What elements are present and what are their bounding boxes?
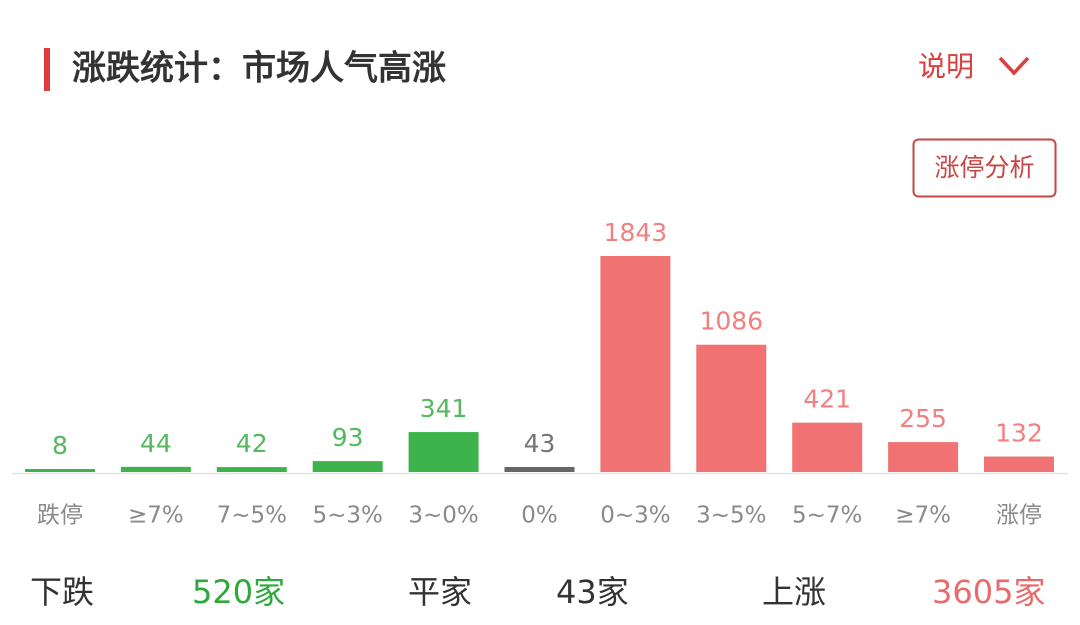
button-border[interactable] [912, 138, 1057, 198]
bar [600, 256, 671, 472]
bar [312, 461, 383, 472]
category-label: ≥7% [895, 503, 951, 529]
title-accent [44, 48, 50, 91]
summary-label: 上涨 [762, 573, 826, 611]
summary-count: 3605家 [932, 573, 1045, 611]
category-label: 3~0% [408, 503, 478, 529]
bar [120, 466, 191, 472]
summary-label: 下跌 [30, 573, 94, 611]
bar [696, 344, 767, 472]
category-label: 0~3% [600, 503, 670, 529]
bar [792, 422, 863, 472]
bar [888, 442, 959, 472]
value-label: 132 [995, 419, 1043, 448]
button-label[interactable]: 涨停分析 [934, 153, 1034, 182]
value-label: 1086 [699, 307, 763, 336]
value-label: 8 [52, 431, 68, 460]
bar [216, 467, 287, 472]
bar [504, 466, 575, 472]
category-label: 5~7% [792, 503, 862, 529]
chevron-icon[interactable] [998, 56, 1030, 76]
category-label: 3~5% [696, 503, 766, 529]
category-label: 跌停 [37, 503, 83, 529]
value-label: 43 [524, 429, 556, 458]
value-label: 1843 [604, 218, 668, 247]
value-label: 341 [420, 394, 468, 423]
category-label: 5~3% [312, 503, 382, 529]
explain-label[interactable]: 说明 [918, 50, 974, 83]
bar [984, 456, 1054, 472]
value-label: 42 [236, 429, 268, 458]
limit-up-button[interactable]: 涨停分析 [912, 138, 1057, 198]
bar [25, 469, 95, 472]
value-label: 255 [899, 404, 947, 433]
title: 涨跌统计：市场人气高涨 [72, 49, 446, 89]
summary-label: 平家 [408, 573, 472, 611]
category-label: ≥7% [128, 503, 184, 529]
category-label: 7~5% [217, 503, 287, 529]
category-label: 0% [521, 503, 558, 529]
summary-count: 520家 [192, 573, 285, 611]
value-label: 44 [140, 429, 172, 458]
bar [408, 432, 479, 472]
explain-toggle[interactable]: 说明 [918, 50, 1030, 83]
value-label: 93 [332, 423, 364, 452]
value-label: 421 [803, 385, 851, 414]
category-label: 涨停 [996, 503, 1042, 529]
summary-count: 43家 [556, 573, 629, 611]
